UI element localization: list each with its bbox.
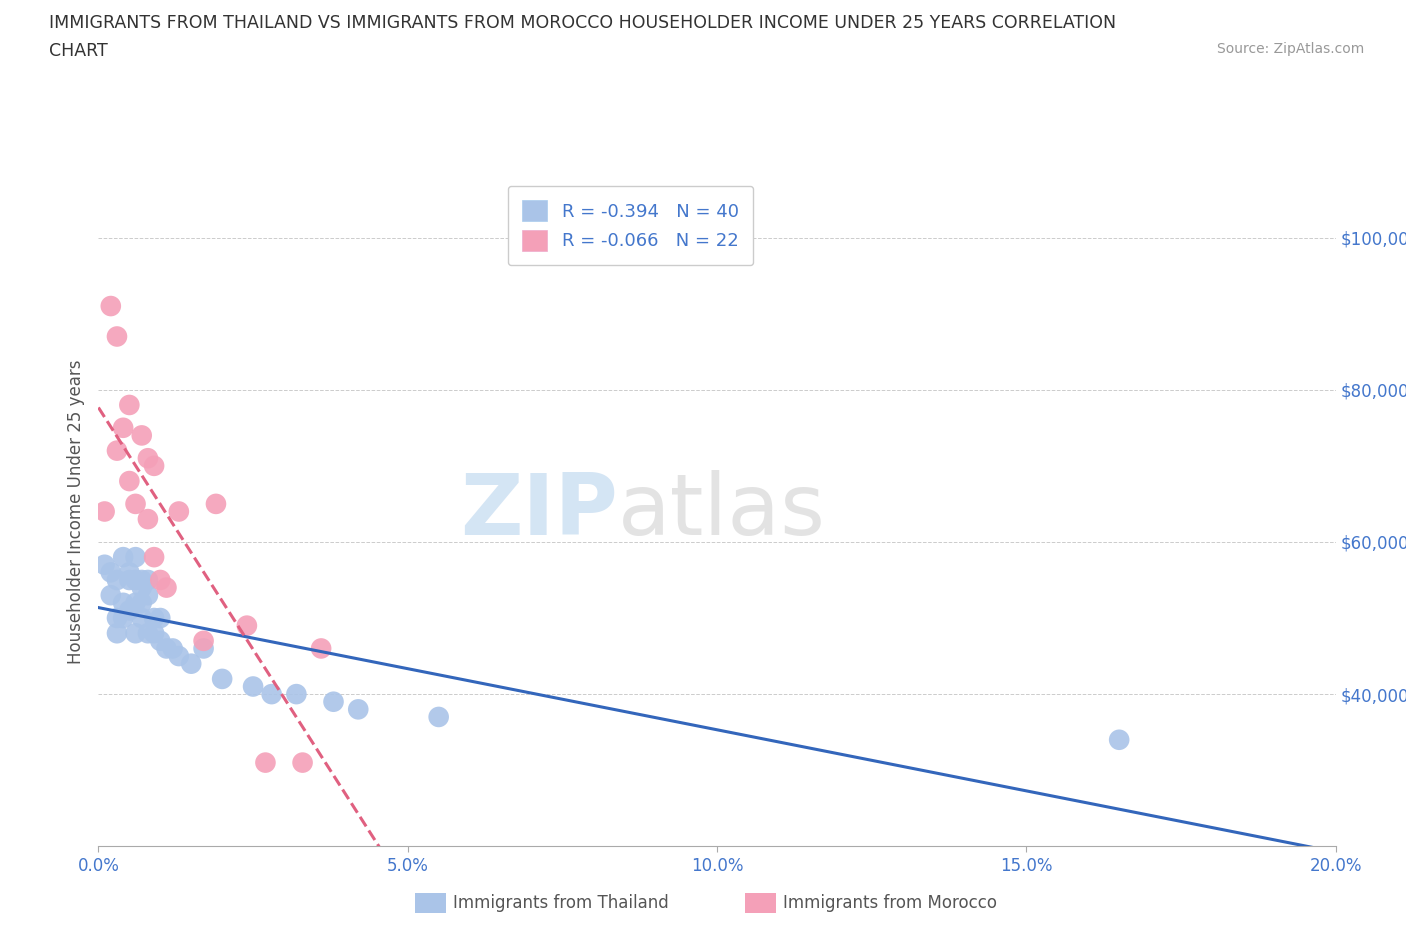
Point xyxy=(105,611,128,626)
Point xyxy=(136,573,159,588)
Point xyxy=(211,671,233,686)
Point xyxy=(136,451,159,466)
Point xyxy=(322,695,344,710)
Point xyxy=(193,641,215,656)
Point xyxy=(124,550,146,565)
Point xyxy=(100,565,122,579)
Text: Immigrants from Thailand: Immigrants from Thailand xyxy=(453,894,668,912)
Y-axis label: Householder Income Under 25 years: Householder Income Under 25 years xyxy=(66,359,84,664)
Point xyxy=(118,603,141,618)
Point xyxy=(105,329,128,344)
Point xyxy=(254,755,277,770)
Point xyxy=(131,428,153,443)
Point xyxy=(124,497,146,512)
Text: Source: ZipAtlas.com: Source: ZipAtlas.com xyxy=(1216,42,1364,56)
Point xyxy=(112,420,135,435)
Point xyxy=(131,573,153,588)
Text: ZIP: ZIP xyxy=(460,470,619,553)
Point xyxy=(124,573,146,588)
Point xyxy=(285,686,308,701)
Point xyxy=(162,641,184,656)
Point xyxy=(118,397,141,412)
Point xyxy=(112,595,135,610)
Point xyxy=(291,755,314,770)
Text: Immigrants from Morocco: Immigrants from Morocco xyxy=(783,894,997,912)
Point xyxy=(136,512,159,526)
Legend: R = -0.394   N = 40, R = -0.066   N = 22: R = -0.394 N = 40, R = -0.066 N = 22 xyxy=(508,186,754,265)
Point xyxy=(124,595,146,610)
Point xyxy=(118,565,141,579)
Point xyxy=(131,580,153,595)
Point xyxy=(112,611,135,626)
Point xyxy=(105,626,128,641)
Point xyxy=(236,618,259,633)
Point xyxy=(105,573,128,588)
Point xyxy=(118,473,141,488)
Point xyxy=(193,633,215,648)
Point xyxy=(136,626,159,641)
Point xyxy=(155,580,177,595)
Point xyxy=(118,573,141,588)
Point xyxy=(93,557,115,572)
Point xyxy=(143,458,166,473)
Point xyxy=(205,497,228,512)
Point xyxy=(143,611,166,626)
Point xyxy=(1108,732,1130,747)
Point xyxy=(143,626,166,641)
Point xyxy=(242,679,264,694)
Point xyxy=(149,573,172,588)
Point xyxy=(427,710,450,724)
Point xyxy=(112,550,135,565)
Point xyxy=(149,633,172,648)
Point xyxy=(149,611,172,626)
Text: CHART: CHART xyxy=(49,42,108,60)
Point xyxy=(100,588,122,603)
Point xyxy=(167,504,190,519)
Point xyxy=(136,588,159,603)
Point xyxy=(309,641,332,656)
Point xyxy=(180,657,202,671)
Point xyxy=(167,648,190,663)
Point xyxy=(131,595,153,610)
Point xyxy=(260,686,283,701)
Point xyxy=(155,641,177,656)
Point xyxy=(93,504,115,519)
Point xyxy=(347,702,370,717)
Text: IMMIGRANTS FROM THAILAND VS IMMIGRANTS FROM MOROCCO HOUSEHOLDER INCOME UNDER 25 : IMMIGRANTS FROM THAILAND VS IMMIGRANTS F… xyxy=(49,14,1116,32)
Text: atlas: atlas xyxy=(619,470,827,553)
Point xyxy=(143,550,166,565)
Point xyxy=(131,611,153,626)
Point xyxy=(100,299,122,313)
Point xyxy=(105,444,128,458)
Point xyxy=(124,626,146,641)
